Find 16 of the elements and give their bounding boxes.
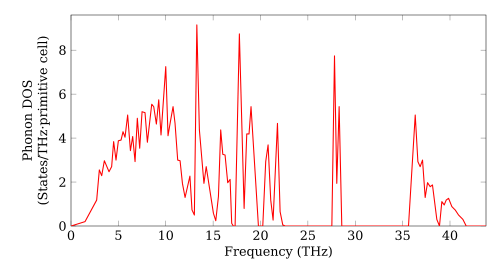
x-tick-label: 40 — [442, 230, 458, 240]
x-axis-title: Frequency (THz) — [224, 246, 332, 259]
y-tick-label: 8 — [59, 45, 66, 55]
x-tick-label: 15 — [206, 230, 220, 240]
x-tick-label: 35 — [396, 230, 410, 240]
y-axis-title: Phonon DOS (States/THz·primitive cell) — [22, 36, 50, 204]
x-tick-label: 5 — [115, 230, 122, 240]
x-tick-label: 20 — [253, 230, 268, 240]
x-tick-label: 30 — [348, 230, 362, 240]
y-tick-label: 4 — [58, 133, 66, 143]
x-tick-label: 0 — [68, 230, 74, 240]
x-tick-label: 25 — [300, 230, 315, 240]
y-tick-label: 2 — [59, 177, 66, 187]
x-tick-label: 10 — [159, 230, 173, 240]
y-tick-label: 0 — [59, 221, 66, 231]
y-tick-label: 6 — [59, 89, 66, 99]
